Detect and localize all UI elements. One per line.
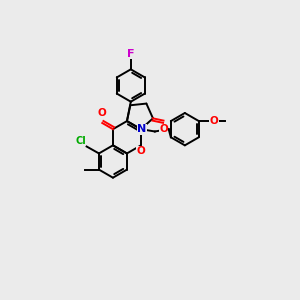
Text: Cl: Cl [75,136,86,146]
Text: O: O [210,116,218,126]
Text: N: N [137,124,146,134]
Text: F: F [127,49,134,58]
Text: O: O [98,108,106,118]
Text: O: O [159,124,168,134]
Text: O: O [136,146,145,156]
